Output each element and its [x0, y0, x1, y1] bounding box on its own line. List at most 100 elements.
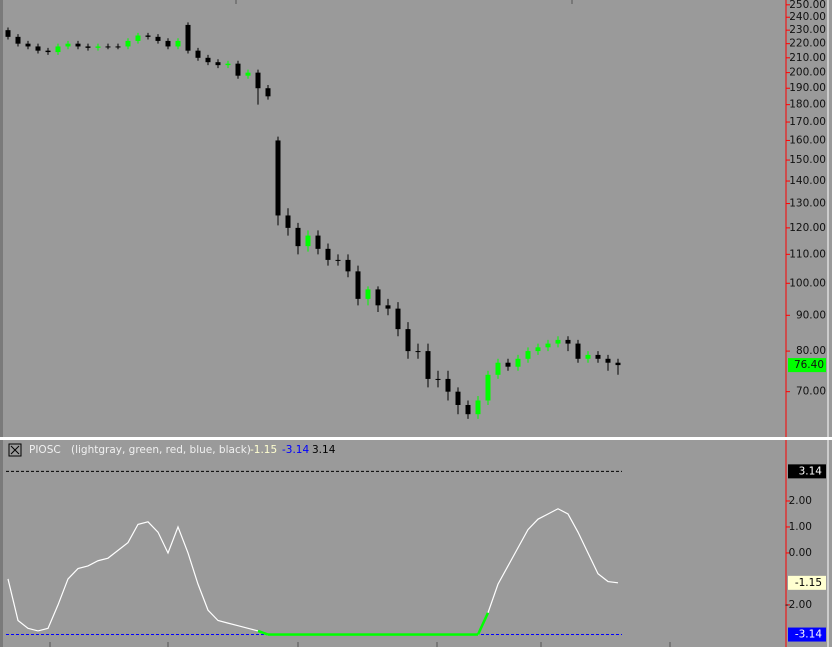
- candle-body: [425, 351, 431, 379]
- candle-body: [75, 43, 81, 47]
- y-tick-label: 200.00: [789, 67, 826, 79]
- candle-body: [15, 36, 21, 44]
- candle-body: [365, 289, 371, 299]
- candle-body: [255, 72, 261, 89]
- candle-body: [55, 46, 61, 53]
- candle-body: [505, 362, 511, 367]
- candle-body: [195, 50, 201, 58]
- y-tick-label: 110.00: [789, 248, 826, 260]
- candle-body: [305, 235, 311, 247]
- candle-body: [385, 305, 391, 309]
- candle-body: [485, 374, 491, 401]
- indicator-name: PIOSC: [29, 444, 61, 456]
- y-tick-label: 120.00: [789, 222, 826, 234]
- candle-body: [235, 63, 241, 76]
- candle-body: [105, 46, 111, 48]
- axis-value-label: -3.14: [795, 629, 822, 641]
- candle-body: [205, 57, 211, 63]
- y-tick-label: 240.00: [789, 11, 826, 23]
- y-tick-label: 210.00: [789, 52, 826, 64]
- bottom-time-ticks: [49, 642, 671, 647]
- y-tick-label: 250.00: [789, 0, 826, 11]
- candle-body: [495, 362, 501, 375]
- candle-body: [265, 88, 271, 97]
- candle-body: [335, 259, 341, 261]
- axis-value-label: -1.15: [795, 577, 822, 589]
- candle-body: [615, 362, 621, 366]
- y-tick-label: 2.00: [789, 495, 812, 507]
- y-tick-label: 230.00: [789, 24, 826, 36]
- close-icon: [10, 445, 20, 455]
- candle-body: [545, 343, 551, 348]
- legend-lower: -3.14: [282, 444, 309, 456]
- legend-upper: 3.14: [312, 444, 336, 456]
- oscillator-low-segment: [257, 629, 269, 636]
- candle-body: [295, 227, 301, 247]
- candle-body: [445, 378, 451, 392]
- axis-value-label: 3.14: [799, 465, 823, 477]
- candle-body: [285, 215, 291, 228]
- candle-body: [165, 40, 171, 47]
- y-tick-label: -2.00: [785, 599, 812, 611]
- candle-body: [35, 46, 41, 51]
- candle-body: [145, 35, 151, 37]
- candle-body: [25, 43, 31, 47]
- candle-body: [575, 343, 581, 359]
- candle-body: [435, 378, 441, 380]
- y-tick-label: 0.00: [789, 547, 812, 559]
- y-tick-label: 220.00: [789, 38, 826, 50]
- candle-body: [215, 62, 221, 66]
- y-tick-label: 170.00: [789, 116, 826, 128]
- candle-body: [465, 404, 471, 415]
- left-border: [0, 0, 3, 647]
- y-tick-label: 190.00: [789, 82, 826, 94]
- y-tick-label: 160.00: [789, 134, 826, 146]
- candle-body: [115, 46, 121, 48]
- candle-body: [185, 24, 191, 51]
- close-button[interactable]: [8, 443, 22, 457]
- y-tick-label: 180.00: [789, 99, 826, 111]
- candle-body: [65, 43, 71, 47]
- candle-body: [315, 235, 321, 249]
- candle-body: [155, 36, 161, 41]
- candle-body: [375, 289, 381, 306]
- candle-body: [585, 354, 591, 359]
- candle-body: [135, 35, 141, 41]
- candle-body: [85, 46, 91, 48]
- indicator-params: (lightgray, green, red, blue, black): [71, 444, 251, 456]
- candle-body: [125, 40, 131, 47]
- panel-separator: [0, 437, 832, 440]
- y-tick-label: 150.00: [789, 154, 826, 166]
- candle-body: [5, 30, 11, 37]
- candle-body: [605, 358, 611, 363]
- candle-body: [595, 354, 601, 359]
- y-tick-label: 80.00: [796, 345, 826, 357]
- candle-body: [95, 46, 101, 48]
- candle-body: [515, 358, 521, 367]
- y-tick-label: 1.00: [789, 521, 812, 533]
- candle-body: [565, 339, 571, 344]
- candle-body: [555, 339, 561, 344]
- candle-body: [395, 308, 401, 330]
- candle-body: [405, 329, 411, 352]
- axis-value-box: [788, 575, 826, 590]
- legend-current: -1.15: [250, 444, 277, 456]
- y-tick-label: 140.00: [789, 175, 826, 187]
- candle-body: [415, 351, 421, 353]
- y-tick-label: 90.00: [796, 309, 826, 321]
- y-tick-label: 70.00: [796, 386, 826, 398]
- oscillator-low-segment: [476, 612, 490, 636]
- last-price-box: [788, 358, 826, 373]
- candle-body: [245, 72, 251, 76]
- candle-body: [525, 351, 531, 359]
- candle-body: [455, 391, 461, 405]
- candle-body: [175, 40, 181, 47]
- candle-body: [45, 50, 51, 53]
- candle-body: [355, 271, 361, 299]
- candle-body: [535, 347, 541, 352]
- axis-value-box: [788, 464, 826, 479]
- last-price-label: 76.40: [794, 359, 824, 371]
- y-tick-label: 130.00: [789, 198, 826, 210]
